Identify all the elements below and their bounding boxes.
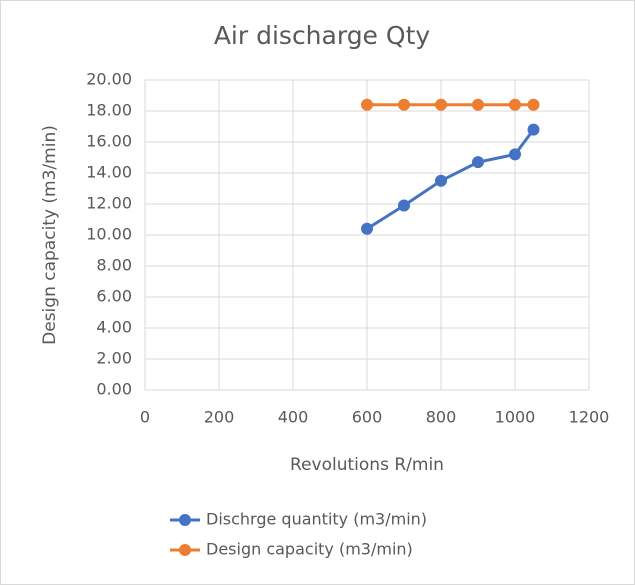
y-tick-label: 10.00 xyxy=(86,225,132,244)
data-point xyxy=(398,199,410,212)
x-tick-label: 0 xyxy=(140,408,150,427)
y-tick-label: 0.00 xyxy=(96,380,132,399)
chart-title: Air discharge Qty xyxy=(214,21,431,50)
data-point xyxy=(435,98,447,111)
x-tick-label: 400 xyxy=(278,408,309,427)
y-tick-label: 12.00 xyxy=(86,194,132,213)
data-point xyxy=(472,98,484,111)
data-point xyxy=(527,123,540,136)
x-tick-label: 1200 xyxy=(569,408,610,427)
x-tick-label: 800 xyxy=(426,408,457,427)
y-tick-label: 4.00 xyxy=(96,318,132,337)
y-tick-label: 8.00 xyxy=(96,256,132,275)
y-tick-label: 6.00 xyxy=(96,287,132,306)
y-tick-label: 18.00 xyxy=(86,101,132,120)
data-point xyxy=(361,98,373,111)
legend-label: Dischrge quantity (m3/min) xyxy=(206,510,427,529)
y-tick-label: 14.00 xyxy=(86,163,132,182)
x-axis-label: Revolutions R/min xyxy=(290,455,444,475)
data-point xyxy=(509,148,521,161)
legend-swatch-marker xyxy=(179,544,191,556)
data-point xyxy=(398,98,410,111)
data-point xyxy=(472,156,484,169)
x-tick-label: 600 xyxy=(352,408,383,427)
x-tick-label: 200 xyxy=(204,408,235,427)
y-axis-label: Design capacity (m3/min) xyxy=(40,125,60,345)
data-point xyxy=(527,98,540,111)
legend-label: Design capacity (m3/min) xyxy=(206,540,413,559)
y-tick-label: 2.00 xyxy=(96,349,132,368)
y-tick-label: 20.00 xyxy=(86,70,132,89)
x-tick-label: 1000 xyxy=(495,408,536,427)
data-point xyxy=(361,222,373,235)
data-point xyxy=(509,98,521,111)
data-point xyxy=(435,174,447,187)
legend-swatch-marker xyxy=(179,514,191,526)
y-tick-label: 16.00 xyxy=(86,132,132,151)
